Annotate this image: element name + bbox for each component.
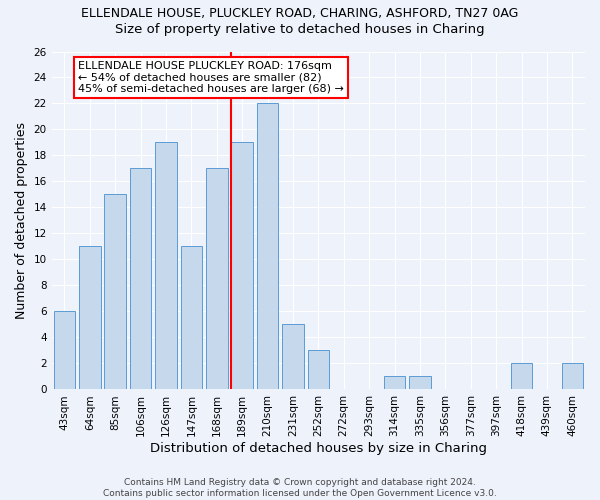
Bar (257, 104, 278, 390)
Bar (130, 168, 151, 390)
Bar (104, 194, 126, 390)
Text: ELLENDALE HOUSE, PLUCKLEY ROAD, CHARING, ASHFORD, TN27 0AG: ELLENDALE HOUSE, PLUCKLEY ROAD, CHARING,… (82, 8, 518, 20)
Bar (53, 312, 75, 390)
Bar (384, 376, 406, 390)
Bar (181, 246, 202, 390)
Bar (79, 246, 101, 390)
Bar (308, 350, 329, 390)
Text: Contains HM Land Registry data © Crown copyright and database right 2024.
Contai: Contains HM Land Registry data © Crown c… (103, 478, 497, 498)
Bar (511, 364, 532, 390)
Text: ELLENDALE HOUSE PLUCKLEY ROAD: 176sqm
← 54% of detached houses are smaller (82)
: ELLENDALE HOUSE PLUCKLEY ROAD: 176sqm ← … (79, 60, 344, 94)
Bar (155, 142, 177, 390)
Bar (232, 142, 253, 390)
Bar (206, 168, 227, 390)
Bar (282, 324, 304, 390)
Bar (409, 376, 431, 390)
Y-axis label: Number of detached properties: Number of detached properties (15, 122, 28, 319)
Bar (562, 364, 583, 390)
Text: Size of property relative to detached houses in Charing: Size of property relative to detached ho… (115, 22, 485, 36)
X-axis label: Distribution of detached houses by size in Charing: Distribution of detached houses by size … (150, 442, 487, 455)
